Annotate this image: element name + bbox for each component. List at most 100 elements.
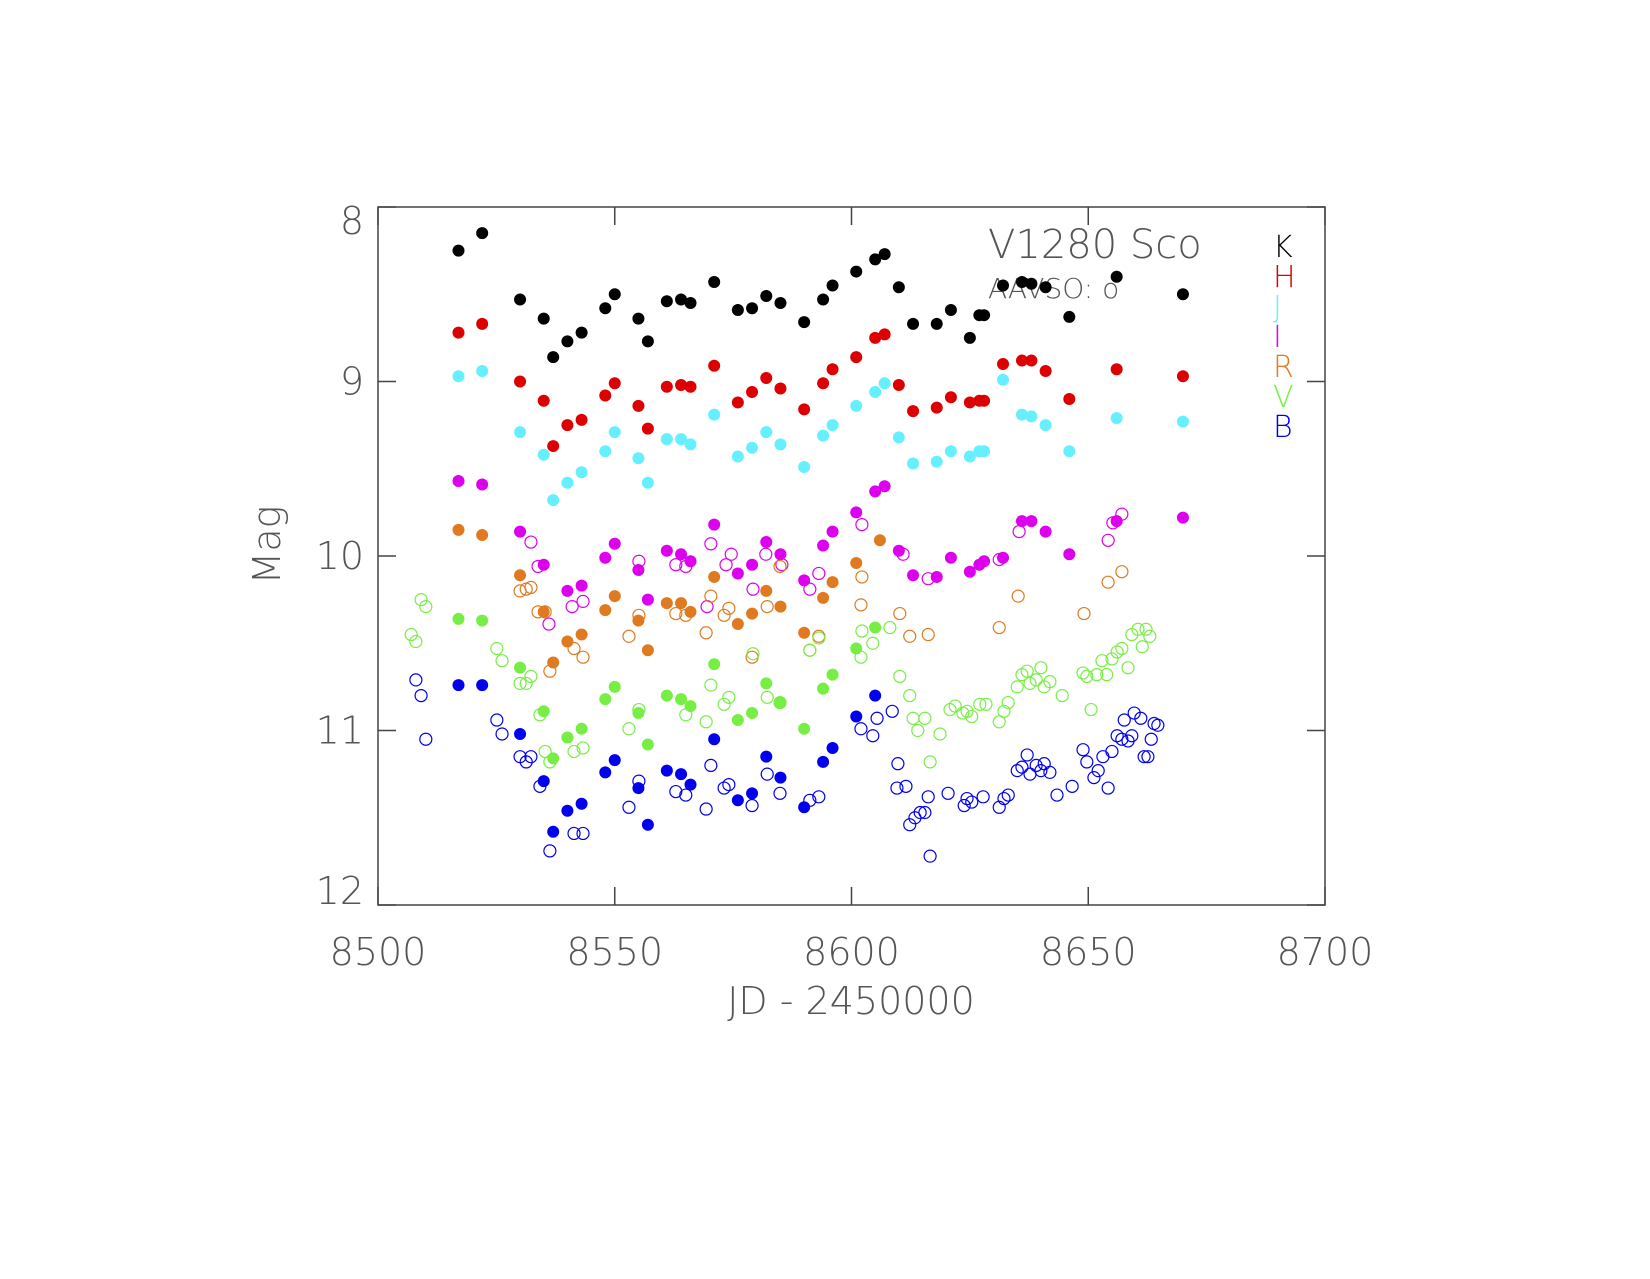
open-point [1010,680,1024,694]
point [978,394,991,407]
point [1110,270,1123,283]
point [660,764,673,777]
open-point [918,711,932,725]
point [684,555,697,568]
open-point [855,570,869,584]
point [660,295,673,308]
open-point [760,690,774,704]
open-point [1034,764,1048,778]
point [561,635,574,648]
point [1176,511,1189,524]
point [817,539,830,552]
point [869,253,882,266]
point [930,401,943,414]
point [452,679,465,692]
point [575,326,588,339]
open-point [979,697,993,711]
point [708,408,721,421]
open-point [1095,654,1109,668]
point [708,518,721,531]
point [660,380,673,393]
open-point [669,784,683,799]
open-point [679,788,693,802]
open-point [1101,575,1115,589]
point [514,661,527,674]
open-point [724,547,738,561]
open-point [933,727,947,741]
open-point [893,669,907,684]
open-point [699,715,713,729]
point [997,551,1010,564]
point [850,506,863,519]
point [826,419,839,432]
point [963,331,976,344]
open-point [973,697,987,711]
open-point [1125,729,1139,743]
point [997,373,1010,386]
open-point [513,676,527,690]
point [826,279,839,292]
point [599,766,612,779]
open-point [1144,732,1158,746]
point [774,600,787,613]
point [978,555,991,568]
point [850,351,863,364]
point [514,375,527,388]
open-point [1137,750,1151,764]
open-point [669,606,683,621]
point [1110,515,1123,528]
legend-label: K [1273,230,1293,265]
chart-subtitle: AAVSO: o [988,272,1119,305]
open-point [719,558,733,572]
point [675,378,688,391]
open-point [1117,713,1131,727]
point [869,689,882,702]
open-point [812,566,826,581]
point [798,403,811,416]
y-tick-label: 8 [340,199,364,243]
point [632,452,645,465]
point [641,335,654,348]
open-point [567,826,581,841]
open-point [524,750,538,764]
open-point [622,722,636,736]
open-point [704,758,718,773]
open-point [524,580,538,595]
point [632,707,645,720]
point [476,529,489,542]
open-point [997,704,1011,718]
point [731,714,744,727]
point [907,405,920,418]
point [575,797,588,810]
point [1063,392,1076,405]
open-point [854,598,868,612]
point [997,358,1010,371]
point [452,326,465,339]
point [1025,515,1038,528]
point [708,276,721,289]
point [878,377,891,390]
point [878,328,891,341]
point [599,445,612,458]
open-point [854,722,868,736]
point [684,700,697,713]
point [599,604,612,617]
point [599,302,612,315]
point [869,485,882,498]
open-point [542,617,556,631]
open-point [903,818,917,832]
point [1039,365,1052,378]
point [746,707,759,720]
chart-title: V1280 Sco [988,222,1202,268]
point [641,738,654,751]
open-point [490,713,504,727]
point [575,722,588,735]
point [608,754,621,767]
open-point [567,641,581,656]
open-point [669,558,683,572]
open-point [773,559,787,574]
point [547,752,560,765]
open-point [1090,668,1104,682]
open-point [717,608,731,622]
point [944,445,957,458]
